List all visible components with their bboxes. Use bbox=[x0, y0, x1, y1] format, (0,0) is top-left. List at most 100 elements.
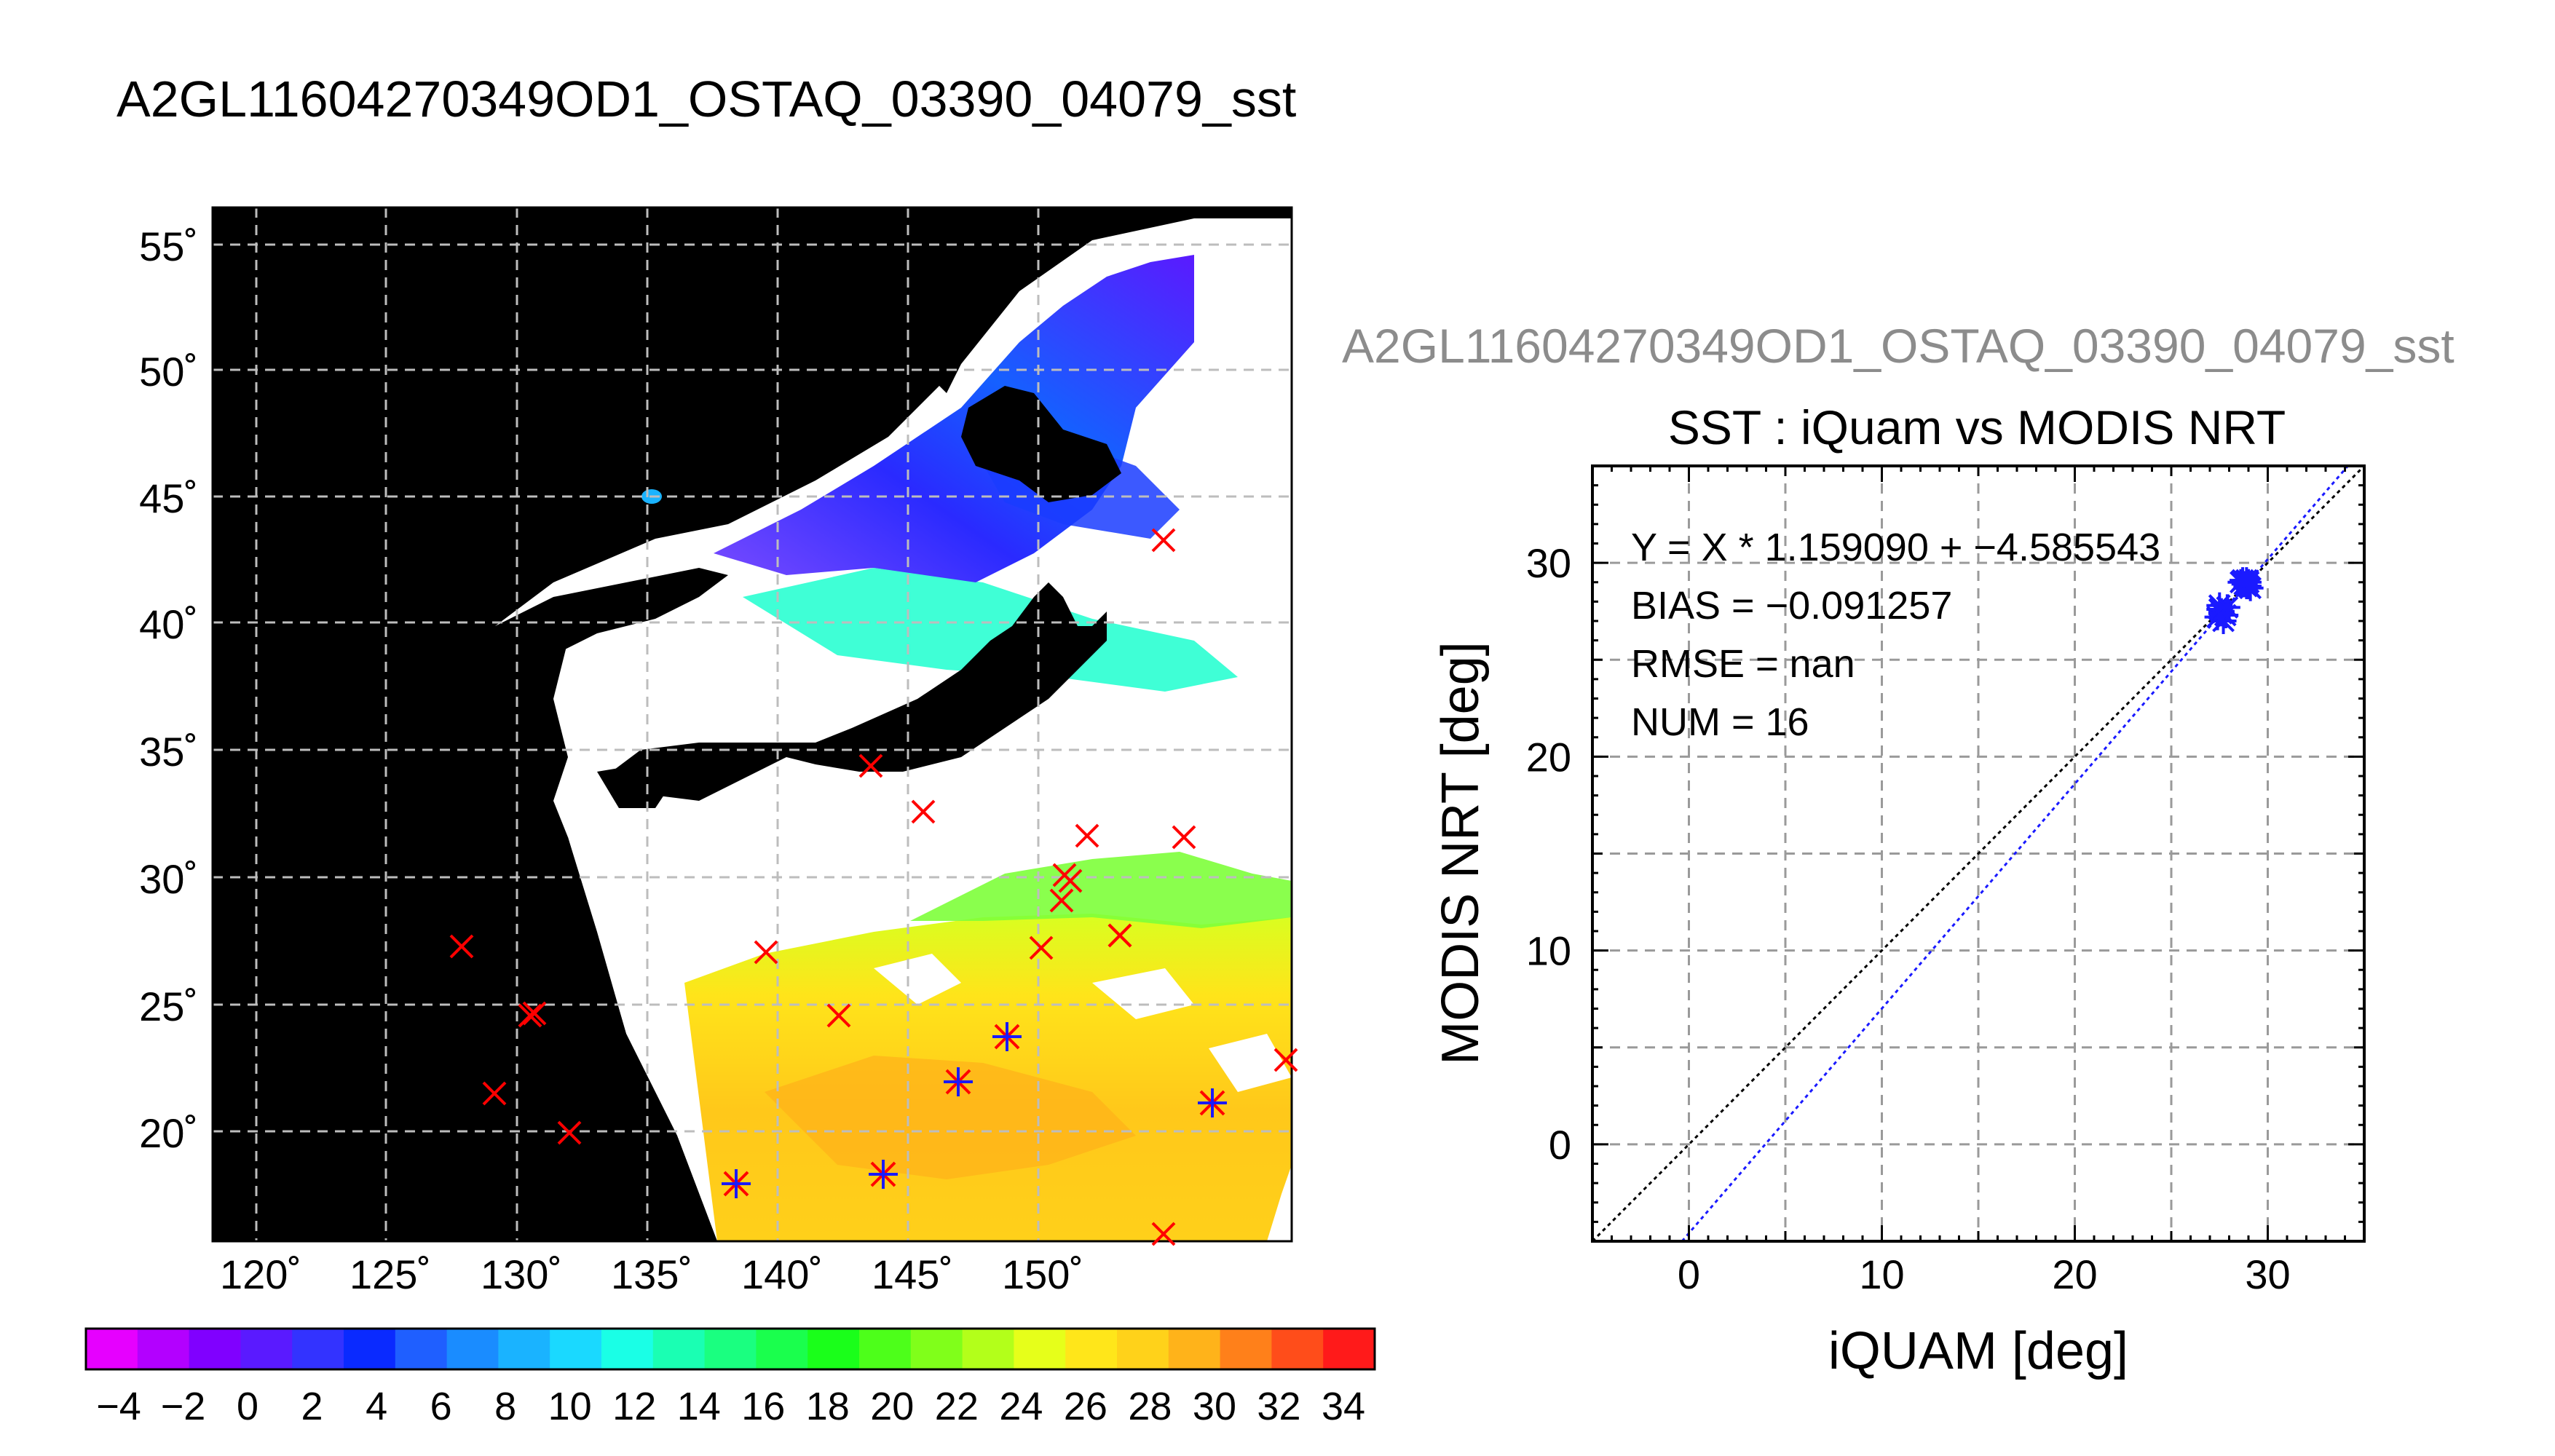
x-tick-label: 20 bbox=[2052, 1251, 2097, 1297]
colorbar-label: 34 bbox=[1322, 1385, 1365, 1428]
colorbar-label: 18 bbox=[806, 1385, 850, 1428]
colorbar-labels: −4 −2 0 2 4 6 8 10 12 14 16 18 20 22 24 26 28 30 32 34 bbox=[96, 1385, 1365, 1428]
lat-axis: 55˚ 50˚ 45˚ 40˚ 35˚ 30˚ 25˚ 20˚ bbox=[139, 223, 198, 1156]
lat-tick-label: 50˚ bbox=[139, 349, 198, 395]
lat-tick-label: 40˚ bbox=[139, 601, 198, 647]
green-band bbox=[910, 852, 1292, 928]
land-hokkaido bbox=[961, 386, 1121, 502]
colorbar-segment bbox=[86, 1329, 138, 1369]
y-tick-label: 20 bbox=[1526, 734, 1571, 780]
lat-tick-label: 35˚ bbox=[139, 729, 198, 775]
colorbar-label: 28 bbox=[1128, 1385, 1172, 1428]
colorbar-segment bbox=[1117, 1329, 1169, 1369]
colorbar-segment bbox=[446, 1329, 499, 1369]
match-marker bbox=[482, 1081, 507, 1106]
match-marker-valid bbox=[869, 1160, 898, 1189]
match-marker bbox=[1029, 935, 1054, 960]
regression-line bbox=[1681, 465, 2349, 1242]
land-japan-honshu bbox=[612, 582, 1107, 801]
match-markers bbox=[449, 528, 1298, 1246]
y-tick-label: 10 bbox=[1526, 928, 1571, 974]
no-data-region bbox=[213, 837, 717, 1241]
colorbar-segment bbox=[344, 1329, 396, 1369]
match-marker bbox=[1172, 825, 1196, 850]
colorbar-segment bbox=[1014, 1329, 1066, 1369]
x-axis-label: iQUAM [deg] bbox=[1828, 1322, 2128, 1380]
lon-tick-label: 145˚ bbox=[872, 1251, 953, 1297]
cloud-patch bbox=[874, 954, 961, 1005]
bias-text: BIAS = −0.091257 bbox=[1631, 584, 1952, 628]
match-marker-valid bbox=[1198, 1088, 1227, 1117]
colorbar-label: 8 bbox=[494, 1385, 516, 1428]
match-marker-valid bbox=[992, 1022, 1022, 1051]
match-marker bbox=[522, 1001, 547, 1026]
match-marker bbox=[1107, 923, 1132, 948]
colorbar-segment bbox=[1220, 1329, 1272, 1369]
x-tick-label: 0 bbox=[1678, 1251, 1700, 1297]
match-marker-valid bbox=[944, 1067, 973, 1096]
colorbar-segment bbox=[704, 1329, 757, 1369]
colorbar-segments bbox=[86, 1329, 1375, 1369]
colorbar-segment bbox=[137, 1329, 190, 1369]
colorbar-segment bbox=[395, 1329, 448, 1369]
scatter-panel-title: A2GL11604270349OD1_OSTAQ_03390_04079_sst bbox=[1342, 319, 2455, 373]
scatter-chart: 0 10 20 30 0 10 20 30 Y = X * 1.159090 + −4.585… bbox=[1431, 464, 2366, 1380]
colorbar: −4 −2 0 2 4 6 8 10 12 14 16 18 20 22 24 26 28 30 32 34 bbox=[84, 1327, 1376, 1428]
colorbar-segment bbox=[756, 1329, 808, 1369]
match-marker bbox=[1058, 869, 1083, 893]
cloud-patch bbox=[1092, 968, 1194, 1019]
colorbar-segment bbox=[807, 1329, 860, 1369]
colorbar-label: 30 bbox=[1193, 1385, 1236, 1428]
match-marker bbox=[557, 1120, 582, 1145]
land-sakhalin bbox=[932, 262, 990, 393]
colorbar-label: 14 bbox=[677, 1385, 721, 1428]
match-marker bbox=[858, 753, 883, 778]
y-tick-label: 30 bbox=[1526, 540, 1571, 586]
colorbar-segment bbox=[292, 1329, 344, 1369]
lat-tick-label: 55˚ bbox=[139, 223, 198, 269]
map-frame bbox=[211, 206, 1293, 1243]
colorbar-label: −4 bbox=[96, 1385, 141, 1428]
land-mainland-edge bbox=[466, 626, 568, 910]
colorbar-segment bbox=[859, 1329, 912, 1369]
colorbar-label: 2 bbox=[301, 1385, 323, 1428]
page-title: A2GL11604270349OD1_OSTAQ_03390_04079_sst bbox=[117, 71, 1296, 127]
scatter-point bbox=[2235, 573, 2262, 600]
scatter-points bbox=[2204, 567, 2264, 634]
lon-tick-label: 135˚ bbox=[611, 1251, 692, 1297]
cloud-patch bbox=[1209, 1034, 1292, 1092]
colorbar-label: 0 bbox=[237, 1385, 258, 1428]
match-marker-valid bbox=[722, 1169, 751, 1198]
colorbar-label: 4 bbox=[366, 1385, 387, 1428]
lon-tick-label: 130˚ bbox=[481, 1251, 562, 1297]
map-grid bbox=[213, 207, 1292, 1241]
colorbar-label: −2 bbox=[161, 1385, 206, 1428]
sst-map: 55˚ 50˚ 45˚ 40˚ 35˚ 30˚ 25˚ 20˚ 120˚ 125˚ 130˚ 135… bbox=[139, 206, 1298, 1297]
warm-core-region bbox=[765, 1056, 1136, 1179]
colorbar-segment bbox=[910, 1329, 963, 1369]
y-tick-label: 0 bbox=[1549, 1122, 1571, 1168]
land-kyushu bbox=[597, 764, 670, 808]
lon-tick-label: 120˚ bbox=[220, 1251, 301, 1297]
match-marker bbox=[1151, 528, 1176, 553]
colorbar-label: 12 bbox=[612, 1385, 656, 1428]
colorbar-segment bbox=[498, 1329, 550, 1369]
lat-tick-label: 25˚ bbox=[139, 984, 198, 1029]
match-marker bbox=[911, 799, 936, 824]
match-marker bbox=[1075, 823, 1099, 848]
cyan-band bbox=[743, 568, 1238, 692]
match-marker bbox=[1049, 888, 1074, 913]
colorbar-frame bbox=[84, 1327, 1376, 1371]
fit-equation: Y = X * 1.159090 + −4.585543 bbox=[1631, 526, 2160, 569]
colorbar-segment bbox=[240, 1329, 293, 1369]
lat-tick-label: 20˚ bbox=[139, 1110, 198, 1156]
colorbar-label: 26 bbox=[1064, 1385, 1107, 1428]
match-marker bbox=[518, 1003, 542, 1028]
y-axis-label: MODIS NRT [deg] bbox=[1431, 641, 1490, 1065]
colorbar-segment bbox=[1271, 1329, 1324, 1369]
match-marker bbox=[449, 934, 474, 959]
colorbar-segment bbox=[652, 1329, 706, 1369]
match-marker bbox=[826, 1003, 851, 1028]
scatter-ticks: 0 10 20 30 0 10 20 30 bbox=[1526, 464, 2366, 1297]
